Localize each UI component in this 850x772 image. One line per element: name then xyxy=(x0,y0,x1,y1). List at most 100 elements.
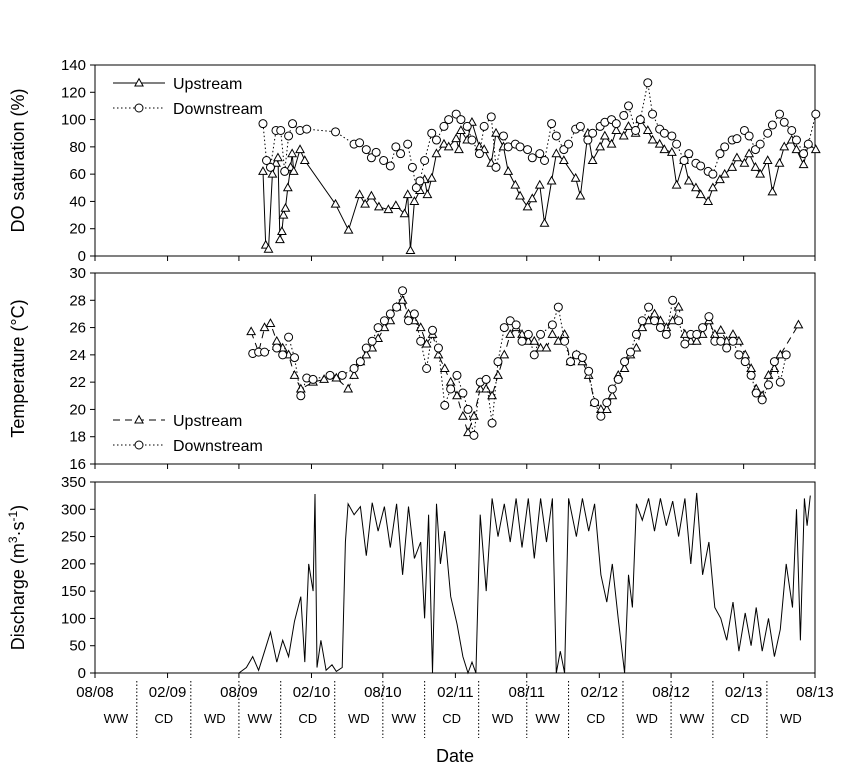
temperature-data-point xyxy=(278,350,288,360)
discharge-series-line xyxy=(238,492,811,675)
do-data-point xyxy=(534,179,545,189)
temperature-data-point xyxy=(763,369,774,379)
temperature-data-point xyxy=(416,336,426,346)
do-data-point xyxy=(727,161,738,171)
do-data-point xyxy=(798,159,809,169)
do-data-point xyxy=(299,155,310,165)
do-data-point xyxy=(575,190,586,200)
do-data-point xyxy=(547,119,557,129)
do-data-point xyxy=(635,115,645,125)
do-data-point xyxy=(366,190,377,200)
do-data-point xyxy=(683,175,694,185)
do-data-point xyxy=(715,149,725,159)
temperature-data-point xyxy=(728,336,738,346)
temperature-data-point xyxy=(433,349,444,359)
do-data-point xyxy=(667,131,677,141)
do-data-point xyxy=(405,245,416,255)
temperature-data-point xyxy=(403,316,413,326)
discharge-plot-frame xyxy=(94,481,816,674)
do-data-point xyxy=(276,125,286,135)
do-data-point xyxy=(642,125,653,134)
do-y-axis-label: DO saturation (%) xyxy=(8,88,28,232)
do-data-point xyxy=(599,130,610,140)
do-data-point xyxy=(431,148,442,158)
do-data-point xyxy=(262,156,272,165)
temperature-data-point xyxy=(265,318,276,327)
x-tick-label: 02/10 xyxy=(293,684,331,701)
do-data-point xyxy=(491,162,501,172)
temperature-legend: Upstream Downstream xyxy=(113,413,263,455)
season-label: WD xyxy=(492,711,514,726)
do-data-point xyxy=(371,147,381,157)
temperature-series-line xyxy=(250,299,799,435)
do-y-tick-label: 120 xyxy=(61,84,86,101)
do-data-point xyxy=(522,201,533,211)
do-data-point xyxy=(540,156,550,165)
do-series-upstream xyxy=(258,114,821,255)
temperature-data-point xyxy=(481,374,491,384)
season-row: WW CD WD WW CD WD WW CD WD WW CD WD WW CD WD xyxy=(104,681,802,738)
do-y-tick-label: 80 xyxy=(69,139,86,156)
do-data-point xyxy=(648,109,658,119)
temperature-series-line xyxy=(252,288,787,436)
do-data-point xyxy=(427,128,437,138)
do-y-tick-label: 40 xyxy=(69,193,86,210)
temperature-data-point xyxy=(661,329,671,339)
do-data-point xyxy=(271,157,281,167)
do-data-point xyxy=(462,121,472,131)
temperature-data-point xyxy=(680,339,690,349)
temperature-data-point xyxy=(584,366,594,376)
temperature-data-point xyxy=(361,349,372,359)
temperature-data-point xyxy=(271,335,282,345)
temperature-data-point xyxy=(523,329,533,339)
temperature-data-point xyxy=(590,398,600,408)
temperature-data-point xyxy=(246,326,257,336)
x-tick-label: 02/12 xyxy=(581,684,619,701)
do-legend: Upstream Downstream xyxy=(113,76,263,118)
do-data-point xyxy=(479,121,489,131)
do-data-point xyxy=(276,226,287,235)
do-data-point xyxy=(454,144,464,154)
season-label: WD xyxy=(204,711,226,726)
temperature-data-point xyxy=(422,364,432,373)
do-data-point xyxy=(258,166,268,175)
do-data-point xyxy=(659,128,669,138)
temperature-data-point xyxy=(487,418,497,428)
do-data-point xyxy=(343,224,354,234)
discharge-y-tick-label: 150 xyxy=(61,583,86,600)
temperature-data-point xyxy=(655,323,665,333)
temperature-data-point xyxy=(734,350,744,360)
do-data-point xyxy=(278,209,289,219)
temperature-data-point xyxy=(620,357,630,367)
do-data-point xyxy=(707,182,718,192)
temperature-data-point xyxy=(547,329,558,338)
do-data-point xyxy=(654,138,665,148)
temperature-data-point xyxy=(607,384,617,394)
do-data-point xyxy=(810,144,821,154)
temperature-data-point xyxy=(499,323,509,333)
temperature-data-point xyxy=(433,343,443,353)
temperature-data-point xyxy=(715,324,726,334)
do-data-point xyxy=(672,139,682,149)
temperature-data-point xyxy=(553,302,563,312)
temperature-data-point xyxy=(775,377,785,387)
do-data-point xyxy=(399,208,410,218)
temperature-plot-frame xyxy=(94,272,816,465)
season-label: CD xyxy=(730,711,749,726)
do-data-point xyxy=(407,162,417,172)
do-data-point xyxy=(731,152,742,162)
do-data-point xyxy=(515,190,525,200)
do-y-tick-label: 100 xyxy=(61,112,86,129)
do-data-point xyxy=(267,168,278,178)
temperature-y-tick-label: 16 xyxy=(69,456,86,473)
temperature-data-point xyxy=(452,370,462,380)
do-data-point xyxy=(330,198,341,208)
temperature-data-point xyxy=(757,395,767,405)
temperature-data-point xyxy=(529,350,539,360)
do-data-point xyxy=(763,128,773,138)
x-tick-label: 08/08 xyxy=(76,684,114,701)
do-data-point xyxy=(791,144,802,154)
temperature-data-point xyxy=(668,295,678,305)
season-label: WW xyxy=(391,711,416,726)
do-data-point xyxy=(619,110,629,120)
